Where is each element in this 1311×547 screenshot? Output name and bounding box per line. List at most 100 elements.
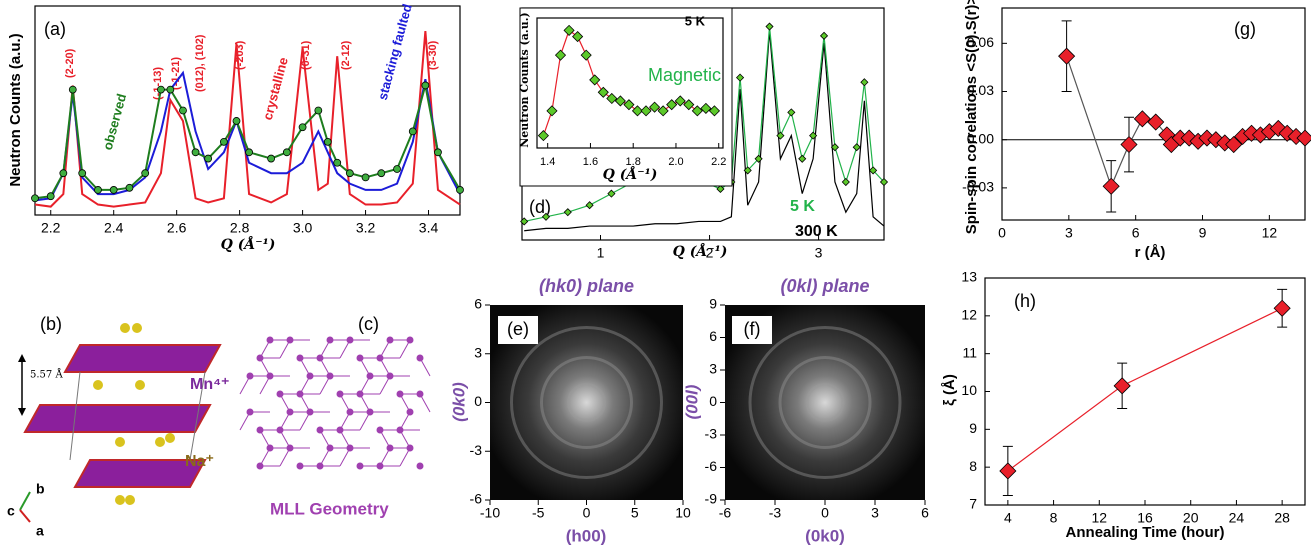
- marker: [1296, 129, 1311, 147]
- label-box: [732, 316, 772, 344]
- marker: [999, 462, 1017, 480]
- marker: [546, 105, 558, 117]
- marker: [1225, 135, 1243, 154]
- axis-a: a: [36, 523, 44, 539]
- marker: [109, 186, 118, 194]
- y-tick-label: 7: [969, 496, 977, 512]
- marker: [640, 105, 652, 117]
- x-tick-label: 0: [583, 505, 591, 521]
- panel-label: (b): [40, 314, 62, 334]
- y-tick-label: 0.06: [967, 34, 994, 50]
- marker: [869, 166, 878, 175]
- marker: [323, 137, 332, 146]
- marker: [1058, 47, 1076, 65]
- na-label: Na⁺: [185, 453, 214, 470]
- x-tick-label: 2.4: [104, 220, 124, 236]
- marker: [408, 127, 417, 136]
- panel-label: (g): [1234, 19, 1256, 39]
- y-tick-label: 3: [474, 344, 482, 360]
- x-tick-label: 3: [871, 505, 879, 521]
- marker: [860, 78, 869, 87]
- x-tick-label: 12: [1262, 225, 1278, 241]
- marker: [607, 189, 616, 198]
- series-line: [1066, 55, 1306, 188]
- series-label: observed: [100, 92, 129, 152]
- marker: [31, 194, 39, 203]
- x-tick-label: 2: [706, 245, 714, 261]
- bond: [399, 339, 411, 359]
- marker: [421, 81, 430, 90]
- marker: [623, 99, 635, 111]
- bond: [419, 393, 431, 413]
- x-tick-label: 28: [1274, 510, 1290, 526]
- x-tick-label: 0: [998, 225, 1006, 241]
- y-axis-label: (0k0): [449, 382, 468, 422]
- panel-label: (a): [44, 19, 66, 39]
- bond: [379, 375, 391, 395]
- peak-label: (-1-13): [152, 67, 164, 100]
- y-tick-label: 0: [474, 393, 482, 409]
- ring: [567, 383, 606, 422]
- marker: [245, 148, 253, 157]
- peak-label: (2-20): [64, 48, 76, 78]
- marker: [94, 186, 102, 194]
- inset-title: 5 K: [685, 13, 706, 28]
- x-axis-label: Q (Å⁻¹): [673, 242, 728, 260]
- x-tick-label: 6: [1132, 225, 1140, 241]
- marker: [204, 154, 213, 163]
- y-axis-label: (00l): [682, 384, 701, 419]
- structure-b: (b) 5.57 Å Mn⁴⁺ Na⁺ b c a: [7, 314, 229, 539]
- spacing-label: 5.57 Å: [30, 369, 63, 381]
- marker: [232, 117, 241, 125]
- peak-label: (-1-21): [170, 57, 182, 90]
- marker: [219, 137, 228, 146]
- marker: [78, 169, 87, 178]
- x-tick-label: 3: [815, 245, 823, 261]
- marker: [298, 123, 307, 132]
- peak-label: (3-30): [427, 40, 439, 70]
- marker: [191, 148, 200, 157]
- marker: [554, 49, 567, 61]
- marker: [1273, 299, 1291, 317]
- axis-c: c: [7, 503, 15, 519]
- panel-label: (e): [507, 319, 529, 339]
- marker: [852, 143, 861, 152]
- bond: [279, 339, 291, 359]
- x-tick-label: -6: [719, 505, 732, 521]
- marker: [434, 148, 442, 157]
- marker: [563, 208, 572, 217]
- x-tick-label: 0: [821, 505, 829, 521]
- y-tick-label: 3: [709, 361, 717, 377]
- bond: [419, 357, 431, 377]
- ring: [805, 383, 845, 422]
- marker: [377, 169, 386, 178]
- marker: [125, 183, 134, 192]
- marker: [589, 74, 601, 86]
- y-tick-label: 8: [969, 458, 977, 474]
- marker: [765, 22, 774, 31]
- marker: [700, 102, 712, 114]
- marker: [683, 99, 695, 111]
- x-tick-label: 16: [1137, 510, 1153, 526]
- bond: [299, 411, 311, 431]
- x-axis-label: Annealing Time (hour): [1066, 524, 1225, 541]
- marker: [267, 154, 276, 163]
- label-box: [498, 316, 538, 344]
- marker: [1113, 377, 1131, 395]
- panel-label: (d): [529, 197, 551, 217]
- series-label: 300 K: [795, 223, 838, 240]
- marker: [674, 95, 686, 107]
- marker: [1133, 110, 1151, 128]
- y-tick-label: 6: [709, 328, 717, 344]
- series-label: crystalline: [260, 56, 291, 122]
- marker: [1147, 113, 1165, 131]
- y-tick-label: 6: [474, 296, 482, 312]
- y-tick-label: 0: [709, 393, 717, 409]
- y-tick-label: 10: [961, 382, 977, 398]
- mn-label: Mn⁴⁺: [190, 376, 229, 393]
- marker: [282, 148, 291, 157]
- x-tick-label: 2.2: [711, 156, 726, 168]
- y-tick-label: -6: [470, 491, 483, 507]
- x-tick-label: 2.8: [230, 220, 250, 236]
- ring: [748, 326, 902, 479]
